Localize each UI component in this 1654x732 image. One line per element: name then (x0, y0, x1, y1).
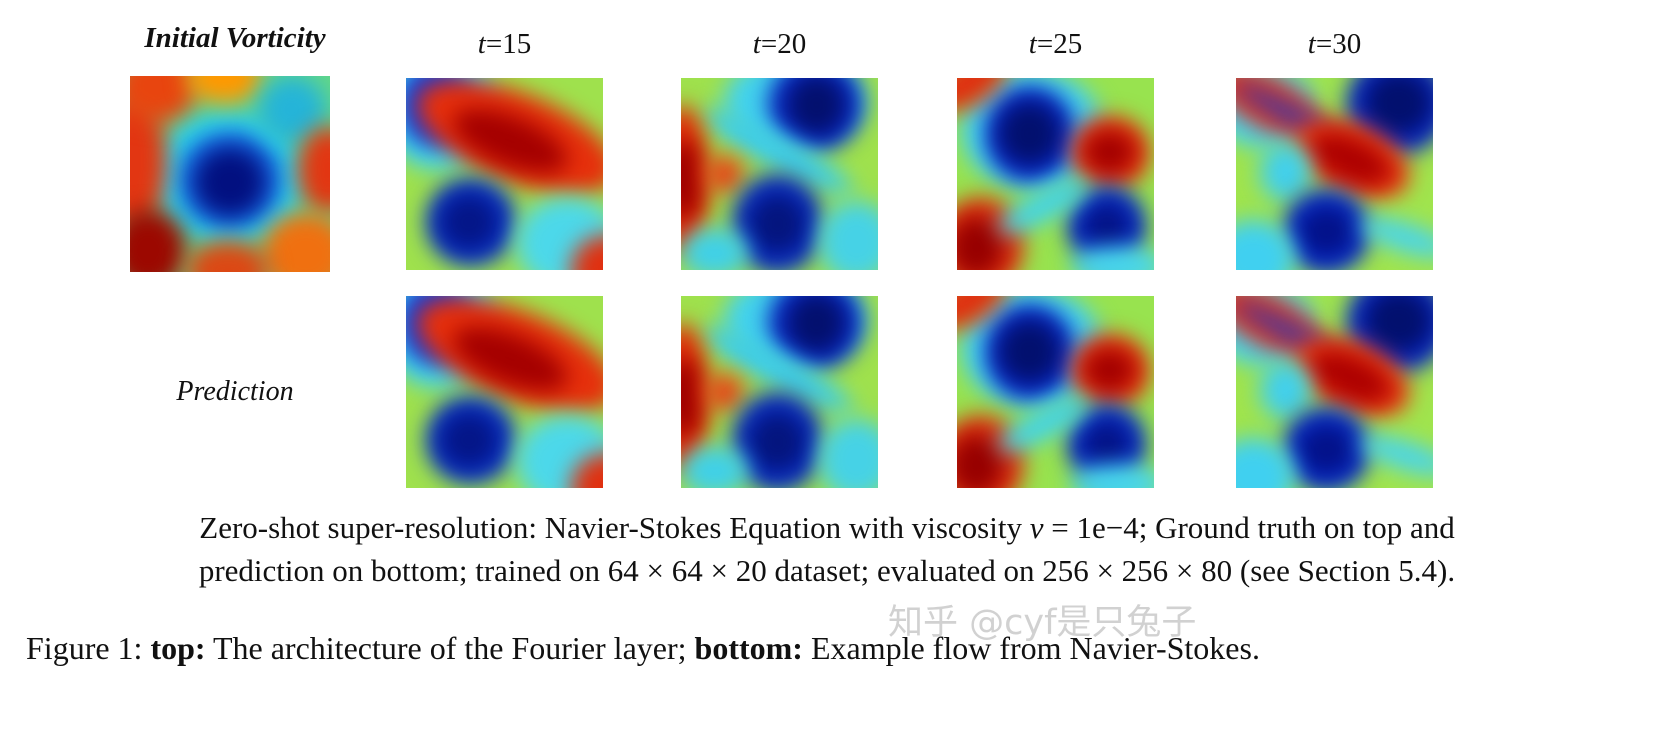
vorticity-blob (998, 319, 1062, 385)
ground-truth-image-t30 (1236, 78, 1433, 270)
vorticity-blob (186, 76, 262, 104)
figcap-prefix: Figure 1: (26, 630, 151, 666)
time-label-t15: t=15 (406, 28, 603, 61)
subcaption: Zero-shot super-resolution: Navier-Stoke… (40, 506, 1614, 592)
initial-vorticity-label: Initial Vorticity (144, 22, 326, 54)
figcap-middle: The architecture of the Fourier layer; (205, 630, 695, 666)
time-value: =15 (485, 28, 532, 60)
vorticity-blob (787, 296, 847, 354)
time-var: t (477, 28, 486, 60)
vorticity-blob (681, 445, 748, 488)
time-value: =30 (1315, 28, 1362, 60)
time-value: =25 (1036, 28, 1083, 60)
vorticity-blob (704, 154, 745, 194)
prediction-label: Prediction (176, 376, 294, 407)
vorticity-blob (747, 193, 808, 255)
prediction-image-t15 (406, 296, 603, 488)
vorticity-blob (818, 200, 878, 270)
vorticity-blob (439, 193, 499, 251)
time-label-t20: t=20 (681, 28, 878, 61)
vorticity-blob (1259, 143, 1311, 201)
vorticity-blob (1071, 464, 1154, 488)
vorticity-blob (1297, 204, 1357, 259)
vorticity-blob (818, 418, 878, 488)
ground-truth-image-t20 (681, 78, 878, 270)
time-label-t25: t=25 (957, 28, 1154, 61)
vorticity-blob (704, 372, 745, 412)
figcap-bold-bottom: bottom: (694, 630, 803, 666)
figure-caption: Figure 1: top: The architecture of the F… (26, 628, 1626, 668)
nu-symbol: ν (1029, 510, 1044, 545)
time-value: =20 (760, 28, 807, 60)
time-var: t (1028, 28, 1037, 60)
subcaption-line2: prediction on bottom; trained on 64 × 64… (198, 553, 1456, 588)
vorticity-blob (1364, 296, 1433, 354)
ground-truth-image-t15 (406, 78, 603, 270)
time-var: t (752, 28, 761, 60)
prediction-image-t25 (957, 296, 1154, 488)
vorticity-blob (439, 411, 499, 469)
vorticity-blob (194, 146, 266, 218)
subcaption-line1-rest: = 1e−4; Ground truth on top and (1043, 510, 1455, 545)
vorticity-blob (957, 216, 1005, 270)
vorticity-blob (747, 411, 808, 473)
vorticity-blob (1071, 246, 1154, 270)
prediction-image-t30 (1236, 296, 1433, 488)
vorticity-blob (1083, 347, 1137, 392)
vorticity-blob (681, 357, 701, 439)
vorticity-blob (681, 139, 701, 221)
initial-vorticity-image (130, 76, 330, 272)
vorticity-blob (1259, 361, 1311, 419)
subcaption-line1-text: Zero-shot super-resolution: Navier-Stoke… (199, 510, 1030, 545)
vorticity-blob (1364, 78, 1433, 136)
vorticity-blob (1297, 422, 1357, 477)
vorticity-blob (1083, 129, 1137, 174)
ground-truth-image-t25 (957, 78, 1154, 270)
vorticity-blob (186, 240, 270, 272)
vorticity-blob (1081, 200, 1133, 251)
watermark: 知乎 @cyf是只兔子 (888, 603, 1197, 643)
time-label-t30: t=30 (1236, 28, 1433, 61)
vorticity-blob (681, 227, 748, 270)
vorticity-blob (1081, 418, 1133, 469)
figcap-suffix: Example flow from Navier-Stokes. (802, 630, 1260, 666)
vorticity-blob (957, 434, 1005, 488)
time-var: t (1307, 28, 1316, 60)
vorticity-blob (998, 101, 1062, 167)
prediction-image-t20 (681, 296, 878, 488)
figcap-bold-top: top: (150, 630, 206, 666)
vorticity-blob (787, 78, 847, 136)
